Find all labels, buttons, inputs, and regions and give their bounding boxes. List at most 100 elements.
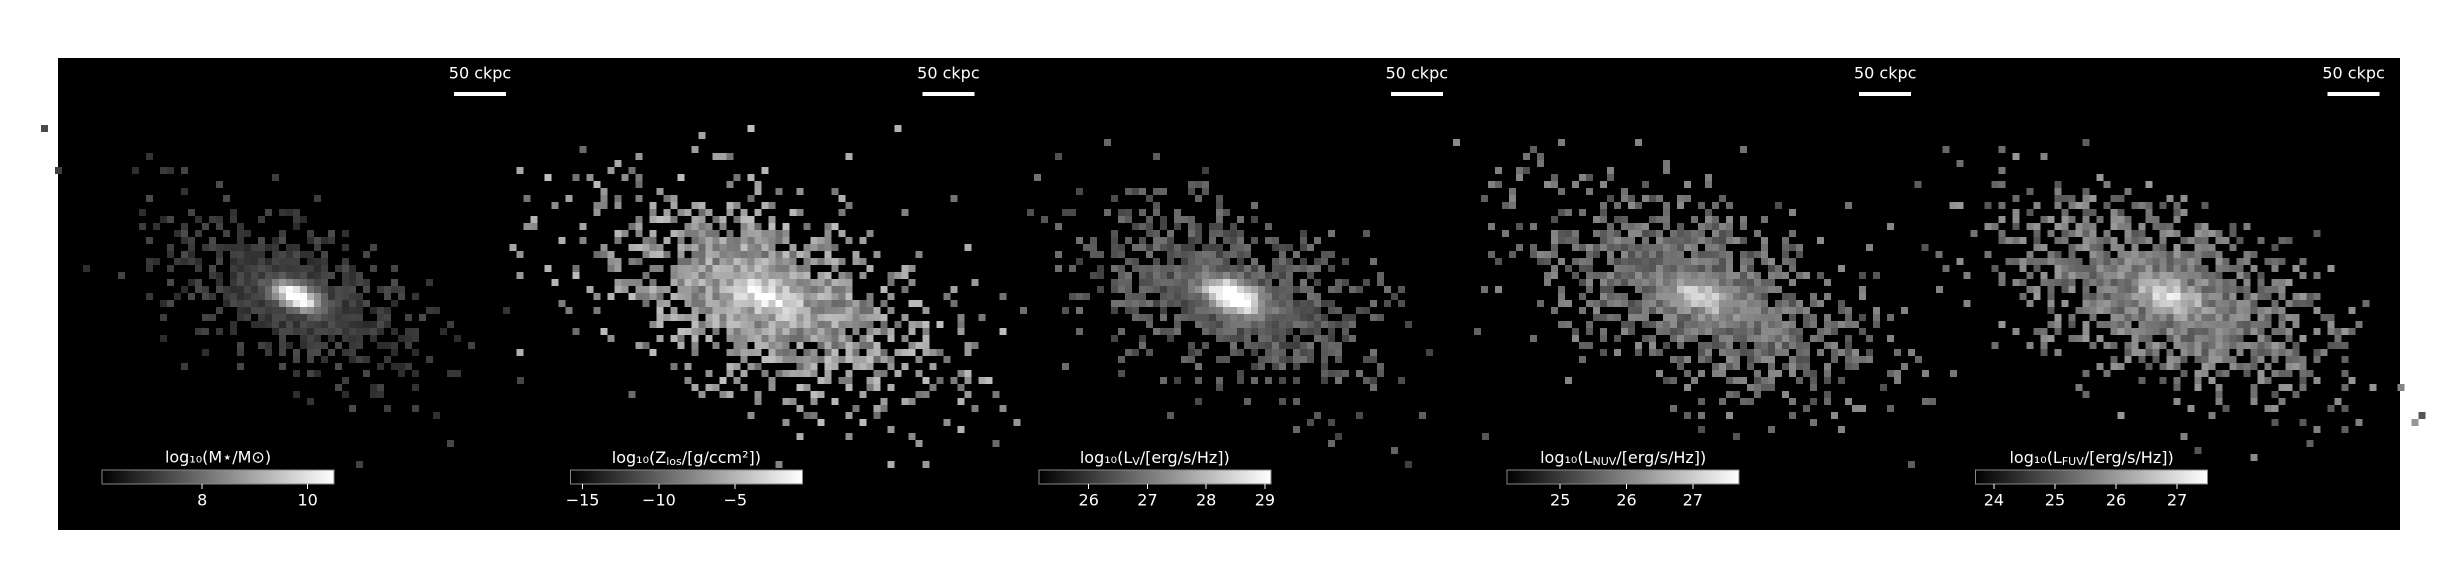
image-pixel (1600, 314, 1608, 321)
image-pixel (768, 377, 776, 384)
image-pixel (1838, 349, 1846, 356)
image-pixel (1117, 356, 1125, 363)
image-pixel (698, 300, 706, 307)
image-pixel (1341, 370, 1349, 377)
image-pixel (789, 251, 797, 258)
image-pixel (705, 314, 713, 321)
image-pixel (1152, 237, 1160, 244)
image-pixel (1796, 335, 1804, 342)
image-pixel (747, 328, 755, 335)
image-pixel (1320, 342, 1328, 349)
image-pixel (1327, 349, 1335, 356)
image-pixel (950, 377, 958, 384)
image-pixel (1733, 349, 1741, 356)
image-pixel (1285, 356, 1293, 363)
image-pixel (1320, 377, 1328, 384)
image-pixel (1719, 223, 1727, 230)
image-pixel (1250, 342, 1258, 349)
image-pixel (258, 286, 265, 293)
image-pixel (747, 321, 755, 328)
image-pixel (370, 391, 377, 398)
image-pixel (698, 307, 706, 314)
image-pixel (1789, 230, 1797, 237)
image-pixel (1712, 314, 1720, 321)
image-pixel (1698, 314, 1706, 321)
image-pixel (2096, 279, 2104, 286)
image-pixel (1145, 216, 1153, 223)
image-pixel (1194, 377, 1202, 384)
image-pixel (2089, 265, 2097, 272)
image-pixel (2117, 307, 2125, 314)
image-pixel (817, 377, 825, 384)
image-pixel (1642, 272, 1650, 279)
image-pixel (2152, 251, 2160, 258)
image-pixel (873, 251, 881, 258)
image-pixel (1180, 251, 1188, 258)
image-pixel (314, 314, 321, 321)
image-pixel (503, 307, 510, 314)
image-pixel (2124, 188, 2132, 195)
image-pixel (1194, 181, 1202, 188)
image-pixel (880, 328, 888, 335)
image-pixel (2047, 286, 2055, 293)
image-pixel (1572, 230, 1580, 237)
image-pixel (2033, 258, 2041, 265)
image-pixel (1313, 314, 1321, 321)
scale-bar-label: 50 ckpc (917, 64, 979, 83)
image-pixel (1656, 265, 1664, 272)
image-pixel (1789, 209, 1797, 216)
image-pixel (1285, 307, 1293, 314)
image-pixel (1733, 356, 1741, 363)
image-pixel (782, 370, 790, 377)
image-pixel (670, 265, 678, 272)
image-pixel (1740, 146, 1748, 153)
image-pixel (1684, 293, 1692, 300)
image-pixel (691, 342, 699, 349)
image-pixel (649, 244, 657, 251)
image-pixel (1998, 321, 2006, 328)
image-pixel (1691, 251, 1699, 258)
image-pixel (2061, 300, 2069, 307)
image-pixel (181, 363, 188, 370)
image-pixel (293, 251, 300, 258)
image-pixel (803, 321, 811, 328)
image-pixel (1138, 188, 1146, 195)
image-pixel (2075, 258, 2083, 265)
image-pixel (1229, 251, 1237, 258)
image-pixel (1824, 293, 1832, 300)
image-pixel (1313, 307, 1321, 314)
image-pixel (1600, 279, 1608, 286)
image-pixel (146, 195, 153, 202)
image-pixel (677, 209, 685, 216)
image-pixel (2215, 251, 2223, 258)
image-pixel (1754, 384, 1762, 391)
image-pixel (1250, 377, 1258, 384)
image-pixel (2131, 230, 2139, 237)
image-pixel (1670, 307, 1678, 314)
image-pixel (1698, 370, 1706, 377)
image-pixel (1621, 328, 1629, 335)
image-pixel (761, 237, 769, 244)
image-pixel (1628, 300, 1636, 307)
image-pixel (523, 223, 531, 230)
image-pixel (817, 272, 825, 279)
image-pixel (1887, 405, 1895, 412)
image-pixel (1761, 286, 1769, 293)
image-pixel (1796, 244, 1804, 251)
image-pixel (1516, 174, 1524, 181)
image-pixel (1649, 342, 1657, 349)
image-pixel (691, 230, 699, 237)
image-pixel (1131, 188, 1139, 195)
image-pixel (719, 314, 727, 321)
image-pixel (817, 328, 825, 335)
image-pixel (2271, 307, 2279, 314)
image-pixel (1705, 293, 1713, 300)
image-pixel (300, 314, 307, 321)
image-pixel (265, 265, 272, 272)
image-pixel (894, 125, 902, 132)
image-pixel (1831, 342, 1839, 349)
image-pixel (2348, 377, 2356, 384)
image-pixel (1320, 258, 1328, 265)
image-pixel (1684, 195, 1692, 202)
image-pixel (1873, 272, 1881, 279)
